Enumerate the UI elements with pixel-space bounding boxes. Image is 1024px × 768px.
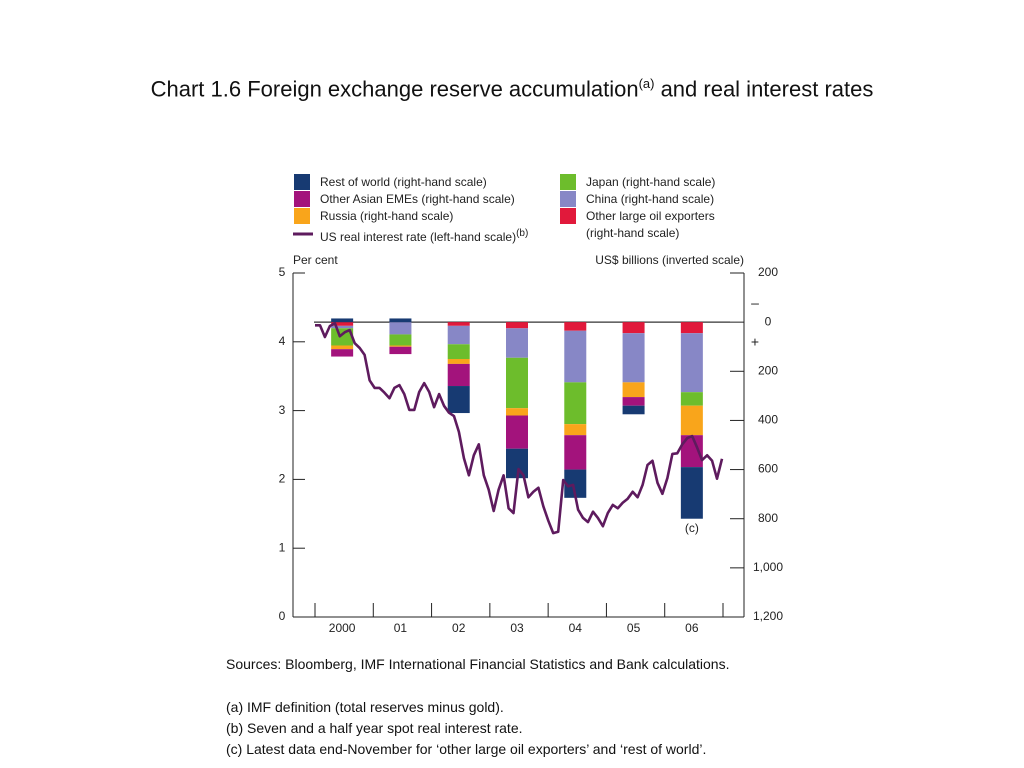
title-end: and real interest rates [654,76,874,102]
y2-tick-label: 600 [758,462,778,476]
bar-segment [564,330,587,383]
bar-segment [622,397,645,406]
legend-swatch [294,208,310,224]
footnote: (a) IMF definition (total reserves minus… [226,699,504,715]
x-tick-label: 2000 [329,621,356,635]
bar-segment [331,325,354,329]
bar-segment [506,448,528,479]
bar-segment [680,435,703,468]
bar-segment [506,328,528,358]
y-tick-label: 0 [279,609,286,623]
bar-segment [389,322,412,335]
legend-swatch [560,191,576,207]
y-tick-label: 5 [279,265,286,279]
x-tick-label: 04 [569,621,583,635]
legend-label: Rest of world (right-hand scale) [320,175,487,189]
y-tick-label: 2 [279,472,286,486]
y2-tick-label: 200 [758,265,778,279]
legend-swatch [560,174,576,190]
x-tick-label: 05 [627,621,641,635]
legend-label: Japan (right-hand scale) [586,175,716,189]
bar-segment [622,382,645,398]
chart-title: Chart 1.6 Foreign exchange reserve accum… [0,76,1024,102]
bar-segment [447,363,470,387]
bar-segment [622,333,645,383]
y-tick-label: 3 [279,403,286,417]
legend-label: Other Asian EMEs (right-hand scale) [320,192,515,206]
bar-segment [506,322,528,329]
bar-segment [564,424,587,436]
legend-swatch [294,191,310,207]
bar-segment [447,344,470,359]
x-tick-label: 06 [685,621,699,635]
bar-segment [389,346,412,355]
bar-segment [331,328,354,346]
y2-tick-label: 200 [758,363,778,377]
bar-segment [680,392,703,406]
footnote: (b) Seven and a half year spot real inte… [226,720,523,736]
annotation: (c) [685,521,699,535]
bar-segment [680,405,703,436]
legend-line-name: US real interest rate (left-hand scale) [320,230,517,244]
title-text: Chart 1.6 Foreign exchange reserve accum… [150,76,639,102]
bar-segment [447,322,470,326]
legend-label: China (right-hand scale) [586,192,715,206]
y2-tick-label: 400 [758,413,778,427]
y2-negative-sign: – [751,295,759,311]
bar-segment [564,322,587,331]
bar-segment [447,386,470,414]
bar-segment [331,349,354,357]
bar-segment [389,334,412,346]
bar-segment [389,345,412,347]
bar-segment [331,322,354,326]
title-superscript: (a) [638,76,655,91]
y-tick-label: 1 [279,540,286,554]
legend-swatch [294,174,310,190]
y2-tick-label: 1,000 [753,560,783,574]
bar-segment [680,333,703,393]
bar-segment [564,382,587,425]
sources: Sources: Bloomberg, IMF International Fi… [226,656,730,672]
legend-label: US real interest rate (left-hand scale)(… [320,225,580,246]
bar-segment [447,359,470,364]
bar-segment [564,469,587,498]
bar-segment [506,357,528,409]
y-tick-label: 4 [279,334,286,348]
y2-positive-sign: + [751,334,759,350]
y2-tick-label: 0 [765,314,772,328]
legend-label: Other large oil exporters (right-hand sc… [586,209,715,240]
footnotes: (a) IMF definition (total reserves minus… [226,697,706,760]
legend-swatch [560,208,576,224]
bar-segment [680,467,703,519]
y2-axis-label: US$ billions (inverted scale) [595,253,744,267]
x-tick-label: 01 [394,621,408,635]
legend-line-swatch [293,232,313,236]
y-axis-label: Per cent [293,253,338,267]
x-tick-label: 02 [452,621,466,635]
legend-line-note: (b) [516,228,529,239]
bar-segment [447,325,470,345]
x-tick-label: 03 [510,621,524,635]
bar-segment [622,322,645,334]
bar-segment [331,318,354,323]
bar-segment [622,405,645,415]
footnote: (c) Latest data end-November for ‘other … [226,741,707,757]
legend-label: Russia (right-hand scale) [320,209,454,223]
bar-segment [680,322,703,334]
bar-segment [506,415,528,449]
rate-line [315,321,724,535]
bar-segment [564,435,587,470]
bar-segment [331,345,354,350]
y2-tick-label: 800 [758,511,778,525]
bar-segment [389,318,412,323]
bar-segment [506,408,528,416]
y2-tick-label: 1,200 [753,609,783,623]
